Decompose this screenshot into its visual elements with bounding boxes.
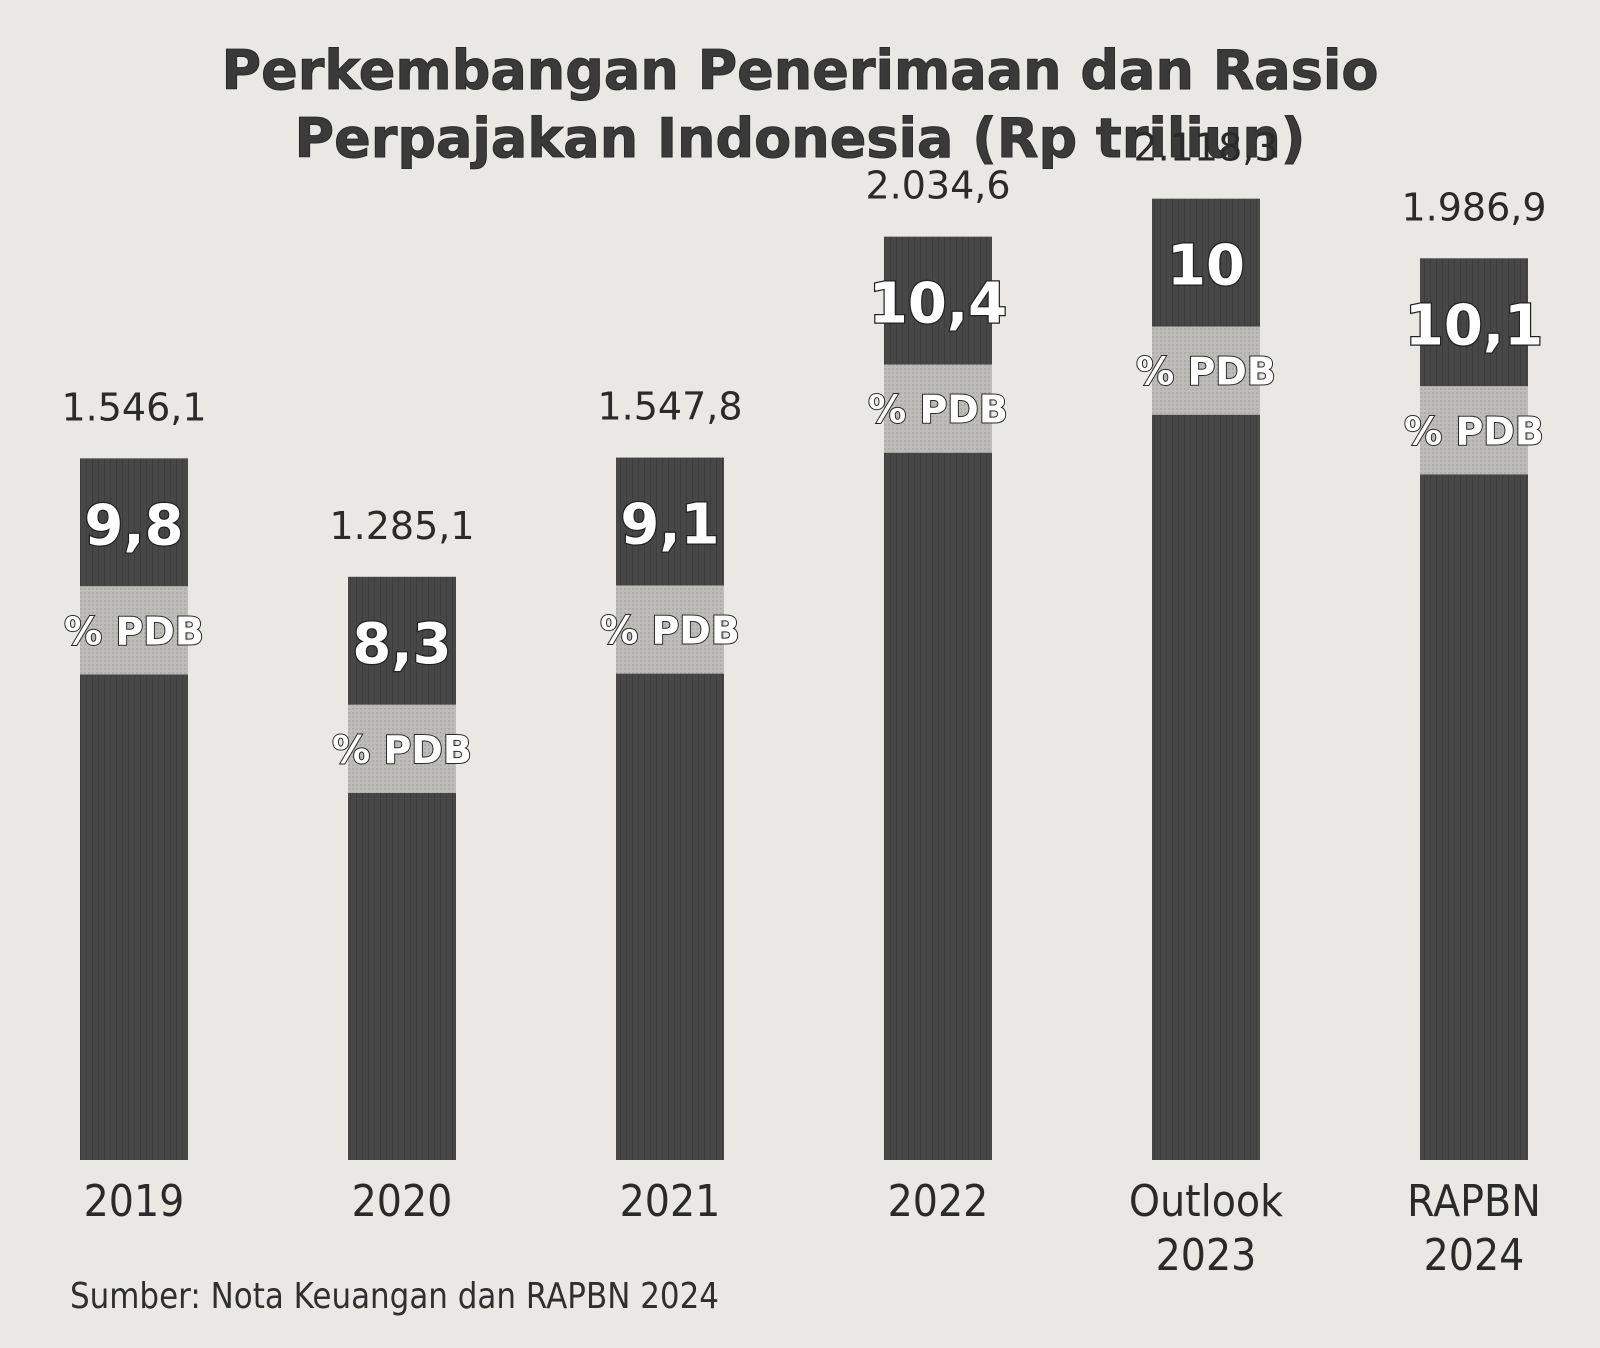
bar-body [80, 674, 188, 1160]
pdb-band [616, 585, 724, 674]
bar-body [1420, 474, 1528, 1160]
bar-value-label: 2.034,6 [865, 164, 1010, 208]
pdb-unit-label: % PDB [600, 609, 740, 653]
category-label: 2023 [1156, 1229, 1257, 1281]
pdb-unit-label: % PDB [64, 609, 204, 653]
bar-value-label: 1.547,8 [597, 385, 742, 429]
chart-title-line-1: Perkembangan Penerimaan dan Rasio [221, 39, 1379, 103]
category-label: 2019 [84, 1175, 185, 1227]
bar-body [884, 452, 992, 1161]
pdb-unit-label: % PDB [1404, 409, 1544, 453]
pdb-band [80, 586, 188, 675]
bar-head [1420, 258, 1528, 387]
ratio-label: 9,1 [620, 493, 719, 558]
pdb-unit-label: % PDB [1136, 350, 1276, 394]
category-label: Outlook [1129, 1175, 1284, 1227]
bar-head [80, 458, 188, 587]
bar-value-label: 1.546,1 [61, 385, 206, 429]
chart-title-line-2: Perpajakan Indonesia (Rp triliun) [294, 107, 1306, 171]
pdb-band [1152, 326, 1260, 415]
pdb-band [348, 704, 456, 793]
pdb-band [884, 364, 992, 453]
category-label: 2021 [620, 1175, 721, 1227]
bar-head [616, 457, 724, 586]
category-label: 2024 [1424, 1229, 1525, 1281]
bar-body [616, 673, 724, 1160]
category-label: 2022 [888, 1175, 989, 1227]
ratio-label: 9,8 [84, 493, 183, 558]
pdb-unit-label: % PDB [332, 728, 472, 772]
ratio-label: 10,1 [1405, 293, 1543, 358]
category-label: RAPBN [1407, 1175, 1541, 1227]
bar-value-label: 1.986,9 [1401, 185, 1546, 229]
ratio-label: 8,3 [352, 612, 451, 677]
bar-value-label: 1.285,1 [329, 504, 474, 548]
pdb-band [1420, 386, 1528, 475]
bar-head [884, 236, 992, 365]
bar-body [348, 792, 456, 1160]
category-label: 2020 [352, 1175, 453, 1227]
ratio-label: 10 [1167, 234, 1245, 299]
bar-body [1152, 414, 1260, 1160]
bar-value-label: 2.118,3 [1133, 126, 1278, 170]
pdb-unit-label: % PDB [868, 388, 1008, 432]
ratio-label: 10,4 [869, 272, 1007, 337]
source-note: Sumber: Nota Keuangan dan RAPBN 2024 [70, 1276, 719, 1317]
bar-head [348, 576, 456, 705]
bar-head [1152, 198, 1260, 327]
